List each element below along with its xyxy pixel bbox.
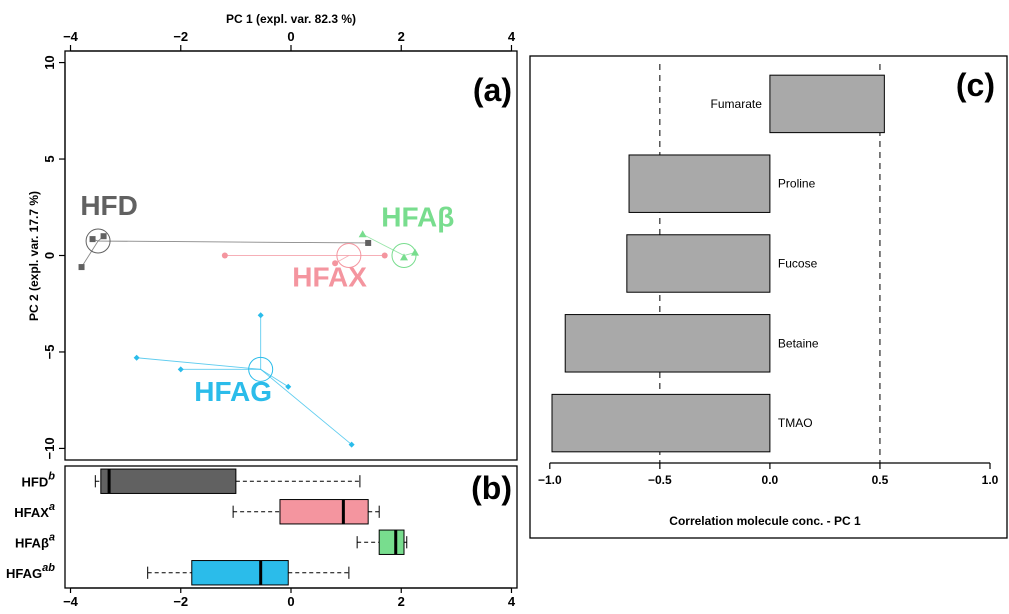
data-point-diamond xyxy=(177,366,184,373)
boxplot-hfax: HFAXa xyxy=(14,499,380,525)
series-hfd: HFD xyxy=(78,190,372,271)
bar-label: TMAO xyxy=(778,416,813,430)
group-significance-letter: b xyxy=(48,470,55,482)
group-significance-letter: a xyxy=(49,501,55,513)
panel-b-label: (b) xyxy=(471,470,512,506)
series-label: HFD xyxy=(80,190,138,221)
box-iqr xyxy=(191,560,289,586)
box-iqr xyxy=(279,499,369,525)
top-axis-tick-label: 2 xyxy=(398,29,405,44)
group-significance-letter: ab xyxy=(42,562,55,574)
bar-label: Betaine xyxy=(778,336,819,350)
bar-label: Proline xyxy=(778,177,816,191)
panel-a-left-axis: −10 −5 0 5 10 xyxy=(42,55,66,459)
left-axis-tick-label: −5 xyxy=(42,345,57,360)
data-point-diamond xyxy=(285,383,292,390)
series-hfag: HFAG xyxy=(133,312,355,448)
boxplot-hfag: HFAGab xyxy=(6,560,350,586)
series-centroid-circle xyxy=(248,356,274,382)
box-iqr xyxy=(378,529,405,555)
left-axis-tick-label: 0 xyxy=(42,252,57,259)
group-label: HFAβa xyxy=(15,531,55,550)
group-label-name: HFAG xyxy=(6,566,42,581)
series-connector-line xyxy=(260,368,289,388)
group-label-name: HFAX xyxy=(14,505,49,520)
group-significance-letter: a xyxy=(49,531,55,543)
panel-c-label: (c) xyxy=(956,67,995,103)
bar-label: Fucose xyxy=(778,257,818,271)
top-axis-tick-label: −2 xyxy=(173,29,188,44)
data-point-triangle xyxy=(411,248,420,256)
panel-b-bottom-axis: −4 −2 0 2 4 xyxy=(63,587,516,609)
series-connector-line xyxy=(98,240,369,244)
data-point-circle xyxy=(332,260,339,267)
bar-tmao xyxy=(551,393,771,453)
box-iqr xyxy=(100,468,237,494)
series-connector-line xyxy=(260,368,352,445)
panel-a-series: HFD HFAX HFAβ HFAG xyxy=(78,190,454,448)
boxplot-hfaβ: HFAβa xyxy=(15,529,408,555)
group-label-name: HFD xyxy=(22,474,49,489)
data-point-triangle xyxy=(400,253,408,261)
boxplot-hfd: HFDb xyxy=(22,468,361,494)
bar-betaine xyxy=(564,314,771,373)
data-point-diamond xyxy=(257,312,264,319)
panel-c-content: Fumarate Proline Fucose Betaine TMAO −1.0 −0.5… xyxy=(538,64,999,487)
series-connector-line xyxy=(136,357,261,370)
panel-c-correlation-bars: (c) Fumarate Proline Fucose Betaine TMAO −1.0… xyxy=(529,55,1008,539)
x-axis-title-top: PC 1 (expl. var. 82.3 %) xyxy=(226,12,356,26)
bottom-axis-tick-label: 4 xyxy=(508,594,516,609)
series-label: HFAG xyxy=(194,376,272,407)
series-label: HFAX xyxy=(292,261,367,292)
series-centroid-circle xyxy=(336,243,362,268)
top-axis-tick-label: 0 xyxy=(287,29,294,44)
bar-label: Fumarate xyxy=(711,97,763,111)
panel-a-pca-scatter: (a) PC 1 (expl. var. 82.3 %) PC 2 (expl.… xyxy=(27,12,518,461)
data-point-square xyxy=(100,233,107,240)
data-point-circle xyxy=(221,252,228,259)
data-point-circle xyxy=(381,252,388,259)
panel-a-top-axis: −4 −2 0 2 4 xyxy=(63,29,516,52)
left-axis-tick-label: −10 xyxy=(42,437,57,459)
panel-c-outer-frame xyxy=(529,55,1008,539)
series-hfaβ: HFAβ xyxy=(358,202,454,268)
panel-c-x-axis-title: Correlation molecule conc. - PC 1 xyxy=(669,514,861,528)
panel-c-x-axis-tick-label: −0.5 xyxy=(648,473,672,487)
panel-c-x-axis-tick-label: −1.0 xyxy=(538,473,562,487)
left-axis-tick-label: 5 xyxy=(42,155,57,162)
bar-proline xyxy=(628,154,771,213)
series-connector-line xyxy=(362,233,405,256)
bottom-axis-tick-label: 0 xyxy=(287,594,294,609)
data-point-square xyxy=(78,264,85,271)
data-point-triangle xyxy=(358,230,367,238)
series-hfax: HFAX xyxy=(221,243,388,292)
bottom-axis-tick-label: −2 xyxy=(173,594,188,609)
panel-c-x-axis-tick-label: 0.0 xyxy=(762,473,779,487)
group-label: HFDb xyxy=(22,470,56,489)
bottom-axis-tick-label: −4 xyxy=(63,594,79,609)
group-label: HFAGab xyxy=(6,562,55,581)
group-label: HFAXa xyxy=(14,501,55,520)
data-point-diamond xyxy=(133,354,140,361)
data-point-diamond xyxy=(348,441,355,448)
left-axis-tick-label: 10 xyxy=(42,55,57,69)
top-axis-tick-label: −4 xyxy=(63,29,79,44)
series-centroid-circle xyxy=(85,228,111,254)
bottom-axis-tick-label: 2 xyxy=(398,594,405,609)
y-axis-title: PC 2 (expl. var. 17.7 %) xyxy=(27,191,41,321)
data-point-square xyxy=(89,236,96,243)
panel-c-x-axis-tick-label: 0.5 xyxy=(872,473,889,487)
panel-c-x-axis-tick-label: 1.0 xyxy=(982,473,999,487)
panel-a-label: (a) xyxy=(473,72,512,108)
top-axis-tick-label: 4 xyxy=(508,29,516,44)
series-label: HFAβ xyxy=(381,202,454,233)
series-connector-line xyxy=(81,240,99,268)
data-point-square xyxy=(365,239,372,246)
bar-fumarate xyxy=(769,74,885,134)
bar-fucose xyxy=(626,234,771,293)
group-label-name: HFAβ xyxy=(15,535,49,550)
